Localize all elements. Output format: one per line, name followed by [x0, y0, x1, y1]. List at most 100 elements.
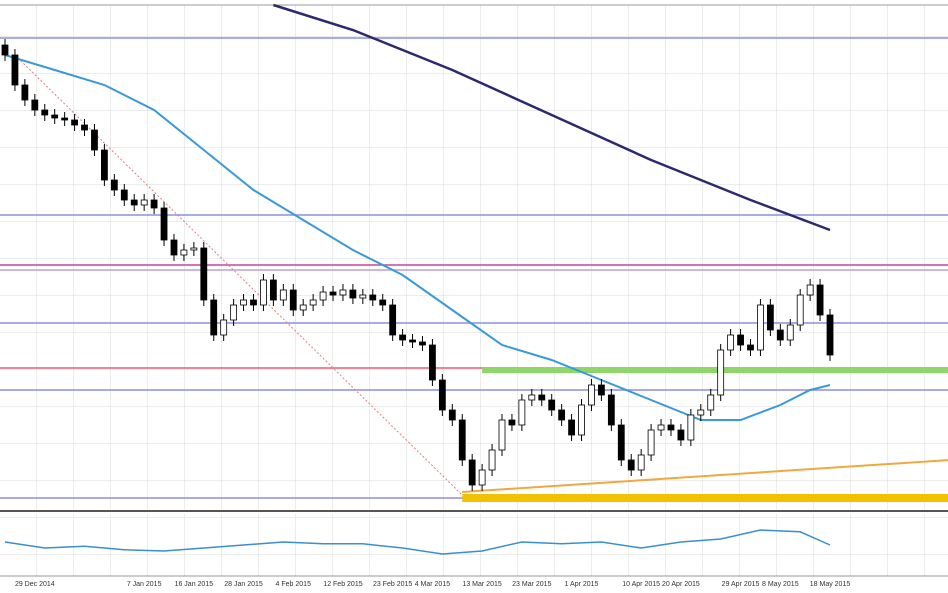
candle-body	[399, 334, 407, 341]
decline-line	[14, 54, 463, 496]
candle-body	[160, 207, 168, 241]
candle-body	[21, 84, 29, 101]
candle-body	[438, 379, 446, 411]
candle-body	[677, 429, 685, 441]
candle-body	[329, 291, 337, 296]
candle-body	[796, 294, 804, 326]
x-tick-label: 12 Feb 2015	[323, 581, 362, 588]
x-tick-label: 20 Apr 2015	[662, 581, 700, 588]
candle-body	[737, 334, 744, 346]
x-tick-label: 4 Mar 2015	[415, 581, 451, 588]
x-tick-label: 23 Feb 2015	[373, 581, 412, 588]
candle-body	[81, 124, 88, 131]
candle-body	[568, 419, 575, 436]
candle-body	[349, 289, 357, 299]
candle-body	[757, 304, 764, 351]
candle-body	[200, 247, 208, 301]
x-tick-label: 1 Apr 2015	[565, 581, 599, 588]
x-tick-label: 29 Dec 2014	[15, 581, 55, 588]
candle-body	[220, 319, 228, 336]
candle-body	[468, 459, 476, 486]
candle-body	[101, 149, 108, 181]
candle-body	[528, 394, 536, 401]
candle-body	[548, 399, 556, 411]
candle-body	[41, 109, 49, 116]
x-tick-label: 16 Jan 2015	[175, 581, 214, 588]
moving-average-fast	[4, 54, 831, 421]
candle-body	[339, 289, 347, 296]
candle-body	[269, 279, 277, 301]
candle-body	[687, 414, 695, 441]
candle-body	[180, 249, 188, 256]
candle-body	[1, 44, 9, 56]
candle-body	[558, 409, 566, 421]
candle-body	[309, 299, 317, 306]
candle-body	[816, 284, 824, 316]
candle-body	[11, 54, 19, 86]
candle-body	[71, 119, 78, 126]
candle-body	[319, 291, 327, 301]
candle-body	[458, 419, 466, 461]
candle-body	[508, 419, 516, 426]
x-tick-label: 4 Feb 2015	[276, 581, 312, 588]
trend-line	[462, 459, 948, 493]
candle-body	[140, 199, 148, 206]
x-tick-label: 29 Apr 2015	[722, 581, 760, 588]
x-tick-label: 23 Mar 2015	[512, 581, 551, 588]
candle-body	[578, 404, 585, 436]
candle-body	[786, 324, 794, 341]
candle-body	[657, 424, 665, 431]
candle-body	[429, 344, 436, 381]
candle-body	[389, 304, 397, 336]
candle-body	[260, 279, 267, 306]
candle-body	[61, 117, 69, 121]
candle-body	[110, 179, 118, 191]
x-tick-label: 7 Jan 2015	[127, 581, 162, 588]
candle-body	[707, 394, 715, 411]
candle-body	[91, 129, 98, 151]
candle-body	[667, 424, 675, 431]
candle-body	[478, 469, 486, 486]
candle-body	[717, 349, 725, 396]
candle-body	[518, 399, 526, 426]
candle-body	[210, 299, 218, 336]
candle-body	[250, 299, 257, 306]
candle-body	[299, 304, 307, 311]
candle-body	[409, 339, 416, 343]
candle-body	[826, 314, 834, 356]
candle-body	[538, 394, 546, 401]
candle-body	[369, 294, 377, 301]
candle-body	[31, 99, 39, 111]
candle-body	[598, 384, 605, 396]
candle-body	[289, 289, 297, 311]
candle-body	[607, 394, 615, 426]
x-tick-label: 10 Apr 2015	[622, 581, 660, 588]
candle-body	[419, 341, 426, 346]
candle-body	[170, 239, 178, 256]
candle-body	[190, 247, 198, 251]
grid	[0, 5, 948, 510]
candle-body	[230, 304, 238, 321]
candle-body	[647, 429, 655, 456]
x-tick-label: 8 May 2015	[762, 581, 799, 588]
candle-body	[130, 199, 138, 206]
candle-body	[588, 384, 595, 406]
candle-body	[637, 454, 645, 471]
candle-body	[240, 299, 247, 306]
oscillator-grid	[0, 514, 948, 576]
candle-body	[617, 424, 625, 461]
x-tick-label: 18 May 2015	[810, 581, 851, 588]
candle-body	[359, 294, 367, 299]
candle-body	[627, 459, 635, 471]
candle-body	[498, 419, 506, 451]
x-tick-label: 13 Mar 2015	[462, 581, 501, 588]
candle-body	[51, 114, 59, 119]
oscillator-line	[4, 529, 831, 555]
candle-body	[747, 344, 754, 351]
candle-body	[150, 199, 158, 209]
candle-body	[379, 299, 387, 306]
candle-body	[279, 289, 287, 301]
x-tick-label: 28 Jan 2015	[224, 581, 263, 588]
candle-body	[120, 189, 128, 201]
